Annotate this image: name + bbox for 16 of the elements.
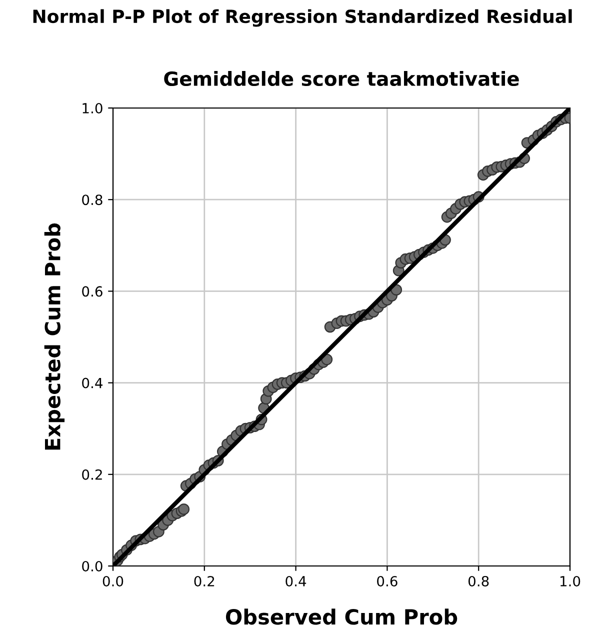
- y-axis-title: Expected Cum Prob: [44, 223, 65, 450]
- chart-subtitle: Gemiddelde score taakmotivatie: [164, 71, 519, 86]
- x-tick-label: 0.0: [102, 576, 124, 586]
- y-tick-label: 0.0: [82, 560, 102, 572]
- y-tick-label: 0.4: [82, 378, 102, 388]
- y-tick-label: 0.6: [82, 286, 102, 297]
- x-axis-title: Observed Cum Prob: [226, 608, 458, 625]
- y-tick-label: 0.2: [82, 469, 102, 480]
- y-tick-label: 0.8: [82, 194, 102, 206]
- y-tick-label: 1.0: [82, 102, 102, 114]
- chart-title: Normal P-P Plot of Regression Standardized Residual: [33, 9, 572, 27]
- x-tick-label: 0.4: [286, 576, 306, 586]
- x-tick-label: 1.0: [560, 576, 580, 586]
- x-tick-label: 0.6: [377, 576, 398, 586]
- x-tick-label: 0.8: [468, 576, 489, 586]
- x-tick-label: 0.2: [194, 576, 214, 586]
